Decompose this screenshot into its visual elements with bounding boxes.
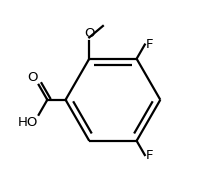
Text: O: O [27, 71, 38, 84]
Text: O: O [84, 27, 94, 40]
Text: F: F [146, 38, 153, 51]
Text: F: F [146, 149, 153, 162]
Text: HO: HO [17, 116, 38, 129]
